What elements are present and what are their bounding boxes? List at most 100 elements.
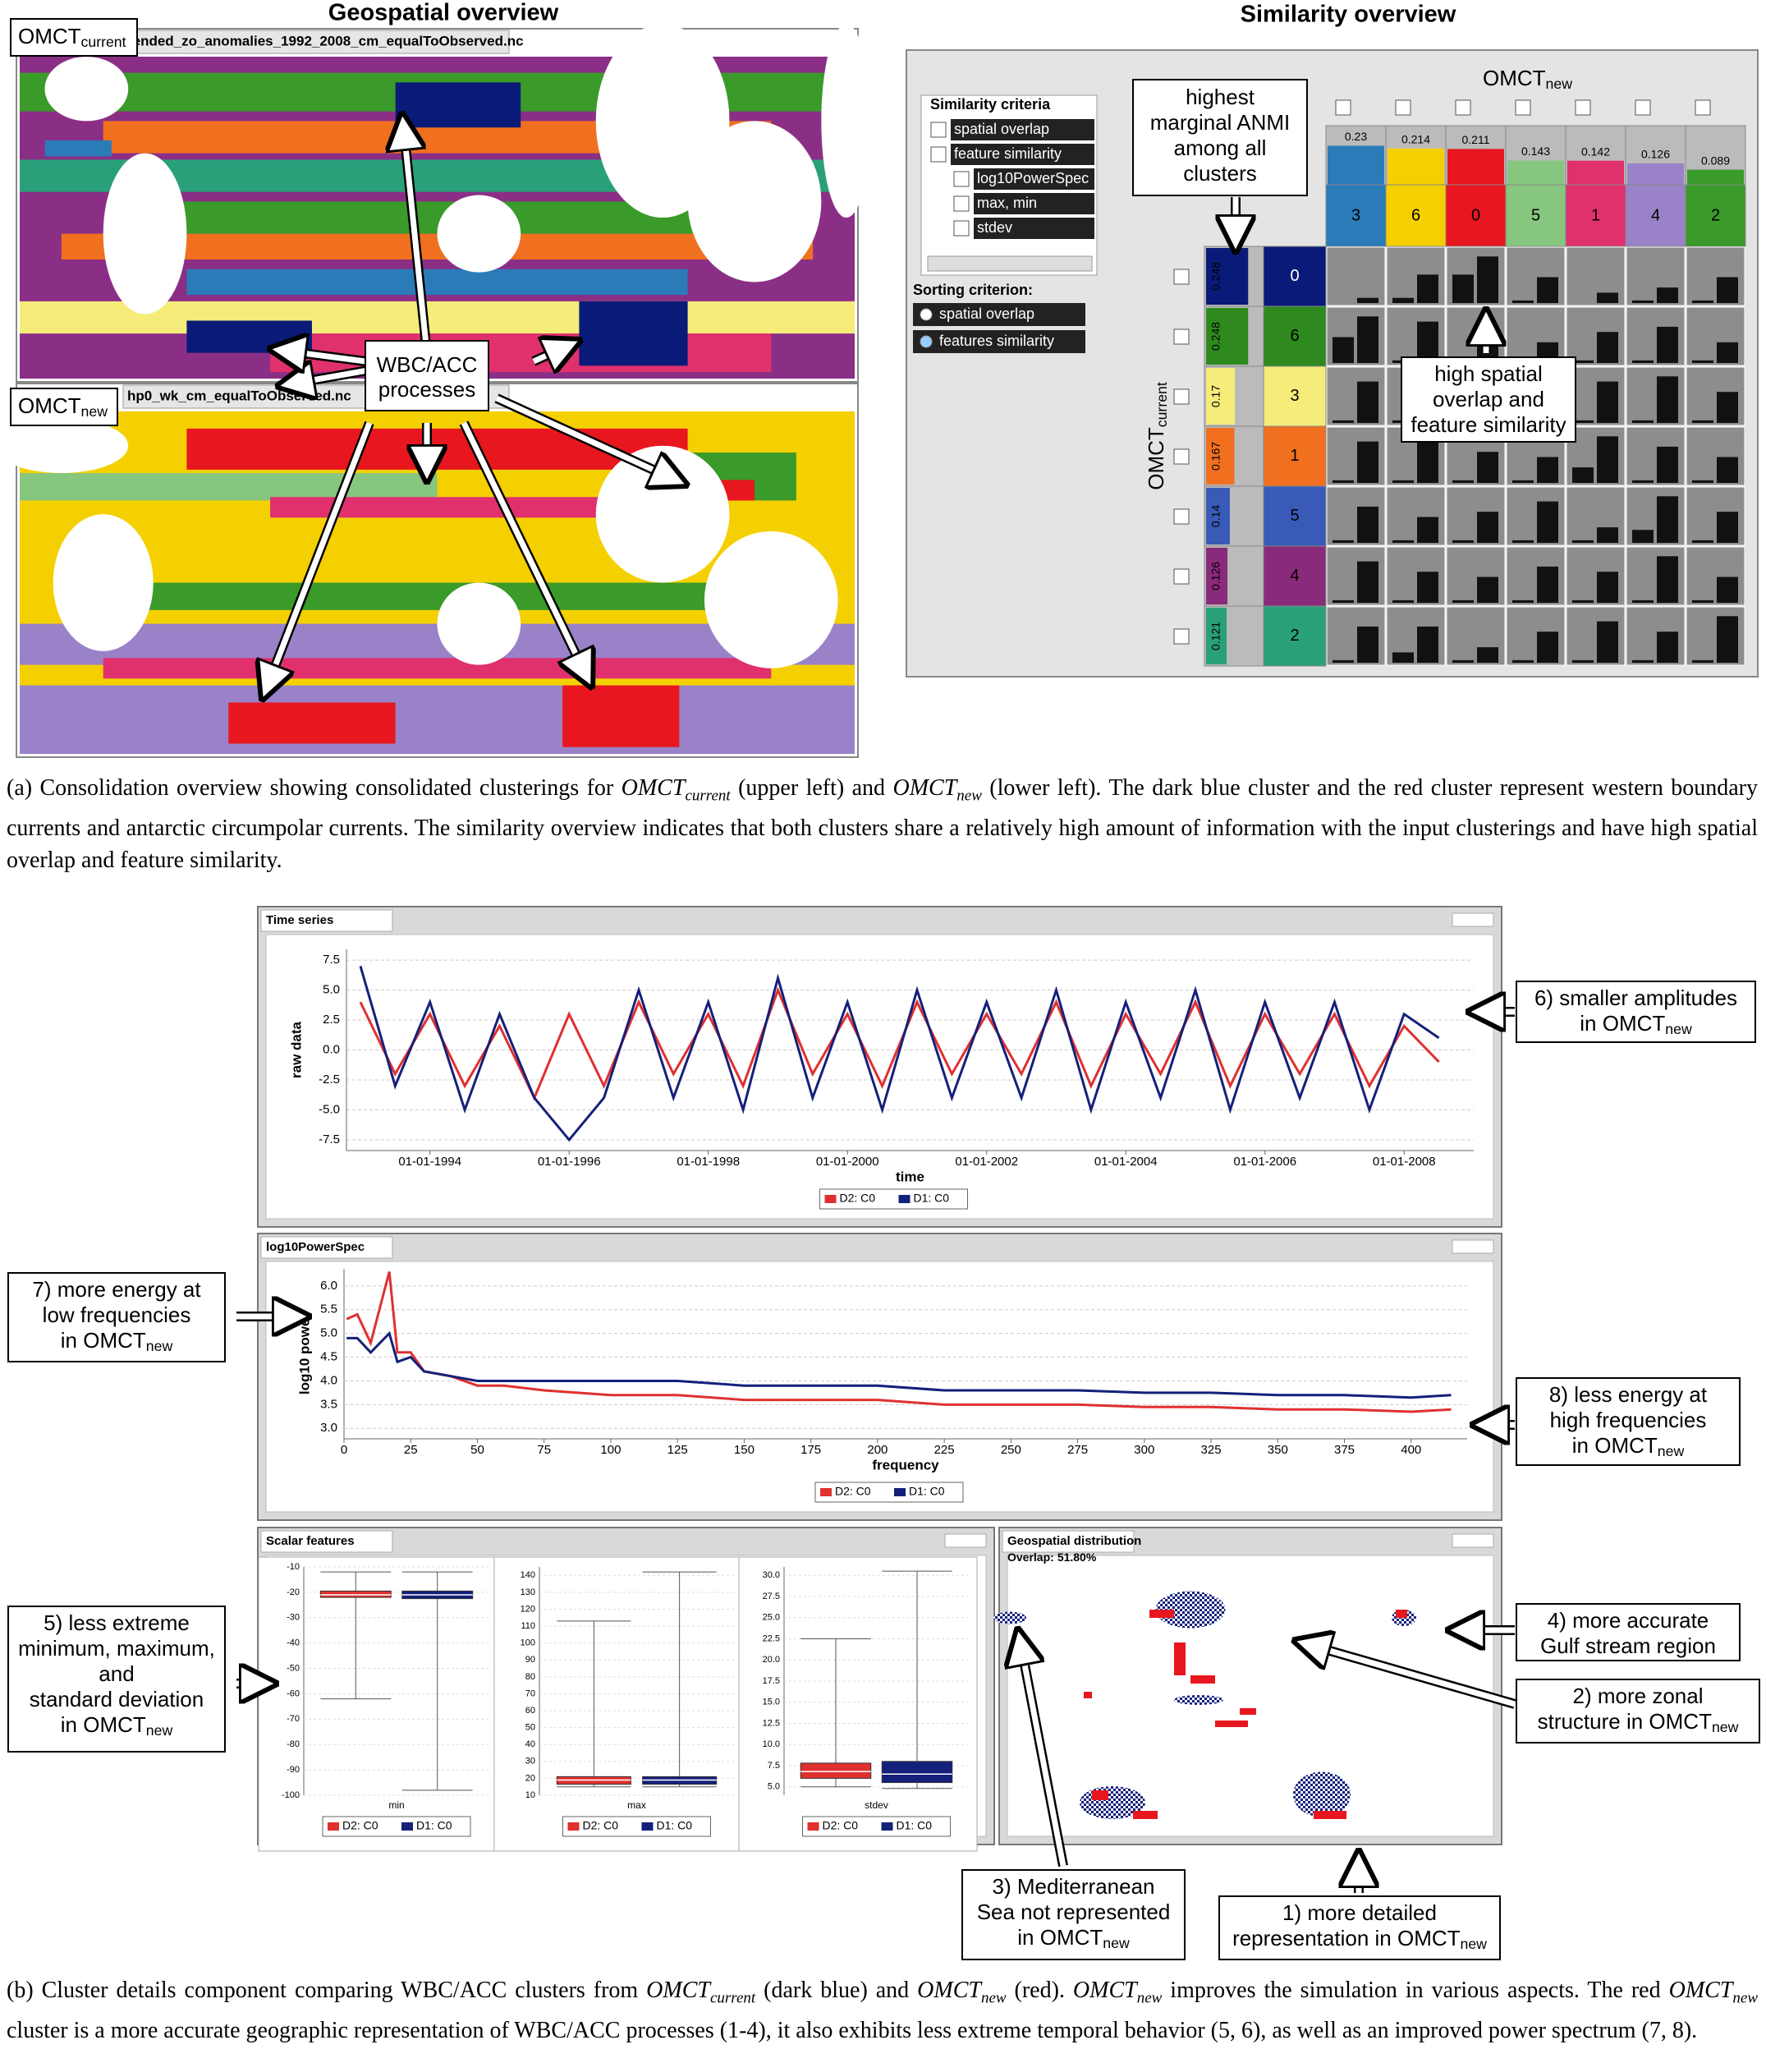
feature-similarity-bar — [1357, 297, 1378, 303]
column-checkbox — [1335, 99, 1351, 116]
cluster-region-red — [1149, 1610, 1174, 1618]
y-tick-label: -50 — [287, 1663, 300, 1673]
spatial-overlap-bar — [1692, 480, 1713, 483]
spatial-overlap-bar — [1512, 300, 1534, 303]
caption-text: (b) Cluster details component comparing … — [7, 1978, 647, 2003]
map-cluster — [144, 201, 730, 234]
annotation-text: Gulf stream region — [1540, 1633, 1716, 1658]
row-cluster-id: 3 — [1290, 387, 1299, 405]
callout-text: highest — [1186, 85, 1255, 109]
cluster-region-red — [1084, 1692, 1092, 1698]
criteria-item: feature similarity — [954, 145, 1062, 162]
map-label-main: OMCT — [18, 24, 81, 48]
callout-text: marginal ANMI — [1150, 110, 1291, 135]
spatial-overlap-bar — [1512, 540, 1534, 543]
legend-swatch — [881, 1822, 893, 1831]
row-anmi-label: 0.248 — [1209, 322, 1222, 351]
annotation-sub: new — [1658, 1443, 1685, 1459]
callout-arrow — [495, 395, 686, 485]
annotation-sub: new — [1461, 1936, 1488, 1952]
row-cluster — [1263, 365, 1327, 427]
x-tick-label: 01-01-2004 — [1094, 1155, 1158, 1169]
series-line — [346, 1330, 1452, 1399]
annotation-line: high frequencies — [1550, 1408, 1707, 1432]
caption-a: (a) Consolidation overview showing conso… — [7, 772, 1758, 876]
map-cluster — [270, 497, 604, 518]
row-cluster — [1263, 605, 1327, 667]
y-tick-label: 5.0 — [768, 1782, 780, 1792]
row-anmi-bar — [1206, 428, 1235, 485]
legend-swatch — [820, 1488, 832, 1496]
panel-controls — [1452, 1533, 1494, 1548]
feature-similarity-bar — [1417, 274, 1438, 303]
annotation-text: 6) smaller amplitudes — [1534, 985, 1737, 1010]
row-checkbox — [1173, 568, 1190, 585]
map-cluster — [270, 333, 772, 373]
annotation-sub: new — [1103, 1935, 1130, 1951]
spatial-overlap-bar — [1392, 540, 1414, 543]
y-tick-label: -80 — [287, 1739, 300, 1749]
spatial-overlap-bar — [1692, 540, 1713, 543]
annotation-line: standard deviation — [30, 1687, 204, 1711]
column-cluster-id: 4 — [1651, 206, 1660, 224]
spatial-overlap-bar — [1452, 480, 1474, 483]
y-tick-label: 90 — [525, 1655, 535, 1665]
map-label-main: OMCT — [18, 393, 81, 418]
legend-swatch — [824, 1195, 837, 1203]
x-tick-label: 50 — [470, 1443, 484, 1457]
spatial-overlap-bar — [1572, 600, 1594, 603]
x-tick-label: 25 — [404, 1443, 418, 1457]
annotation-line: in OMCT — [1580, 1011, 1665, 1036]
spatial-overlap-bar — [1452, 659, 1474, 663]
x-tick-label: 125 — [667, 1443, 688, 1457]
map-land — [821, 24, 872, 218]
panel-tab — [260, 1530, 393, 1553]
y-tick-label: 7.5 — [323, 953, 340, 967]
y-tick-label: 20 — [525, 1773, 535, 1783]
annotation-line: 5) less extreme — [44, 1610, 190, 1635]
sorting-option[interactable] — [913, 303, 1085, 326]
spatial-overlap-bar — [1632, 420, 1654, 423]
sorting-option[interactable] — [913, 330, 1085, 353]
radio-button — [920, 335, 933, 348]
annotation-line: 2) more zonal — [1573, 1684, 1704, 1708]
callout-box — [7, 1606, 226, 1753]
annotation-line: 6) smaller amplitudes — [1534, 985, 1737, 1010]
annotation-text: low frequencies — [43, 1302, 191, 1327]
column-anmi-bar — [1388, 148, 1444, 185]
feature-similarity-bar — [1357, 626, 1378, 663]
panel-title: log10PowerSpec — [266, 1240, 365, 1254]
feature-similarity-bar — [1537, 566, 1558, 603]
x-axis-label: frequency — [872, 1457, 939, 1472]
y-tick-label: 3.0 — [320, 1421, 337, 1435]
legend-label: D1: C0 — [914, 1192, 950, 1205]
legend-swatch — [401, 1822, 413, 1831]
y-tick-label: 20.0 — [763, 1655, 780, 1665]
legend-label: D2: C0 — [342, 1819, 378, 1832]
callout-box — [7, 1272, 226, 1362]
column-cluster — [1385, 184, 1447, 247]
feature-similarity-bar — [1477, 452, 1498, 483]
annotation-text: 4) more accurate — [1548, 1608, 1709, 1633]
callout-text: clusters — [1183, 161, 1257, 186]
caption-term: OMCTcurrent — [621, 775, 731, 805]
caption-term-main: OMCT — [621, 775, 686, 801]
spatial-overlap-bar — [1692, 600, 1713, 603]
feature-similarity-bar — [1597, 527, 1618, 543]
annotation-text: 3) Mediterranean — [993, 1874, 1155, 1899]
box — [319, 1590, 392, 1598]
series-line — [346, 1271, 1452, 1413]
series-line — [359, 986, 1440, 1101]
y-tick-label: 3.5 — [320, 1397, 337, 1411]
caption-term: OMCTnew — [892, 775, 981, 805]
x-tick-label: 325 — [1201, 1443, 1222, 1457]
annotation-sub: new — [1665, 1021, 1692, 1037]
map-filename: hp0_wk_cm_equalToObserved.nc — [127, 388, 351, 403]
legend — [802, 1816, 951, 1837]
y-tick-label: -100 — [282, 1790, 300, 1800]
map-label: OMCTnew — [18, 393, 108, 420]
annotation-line: in OMCT — [1017, 1925, 1103, 1950]
cluster-region — [1155, 1591, 1226, 1629]
y-tick-label: 17.5 — [763, 1676, 780, 1686]
